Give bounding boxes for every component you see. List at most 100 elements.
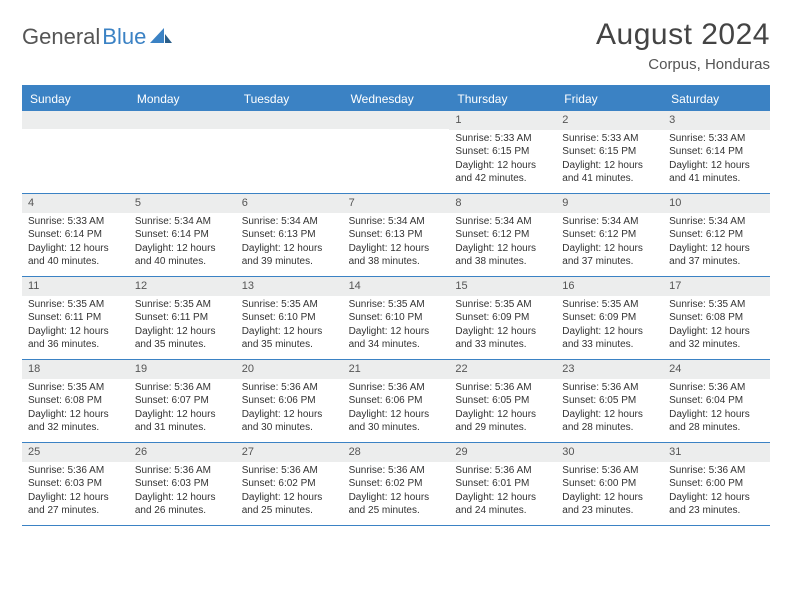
day-number: 13 [236, 277, 343, 296]
sunset-text: Sunset: 6:13 PM [242, 228, 337, 242]
day-body: Sunrise: 5:36 AMSunset: 6:03 PMDaylight:… [129, 462, 236, 522]
sunrise-text: Sunrise: 5:35 AM [455, 298, 550, 312]
day-body: Sunrise: 5:36 AMSunset: 6:07 PMDaylight:… [129, 379, 236, 439]
day-number: 11 [22, 277, 129, 296]
daylight-text: Daylight: 12 hours and 25 minutes. [242, 491, 337, 518]
sunrise-text: Sunrise: 5:33 AM [562, 132, 657, 146]
day-cell: 8Sunrise: 5:34 AMSunset: 6:12 PMDaylight… [449, 194, 556, 276]
day-number: 6 [236, 194, 343, 213]
daylight-text: Daylight: 12 hours and 34 minutes. [349, 325, 444, 352]
day-number: 31 [663, 443, 770, 462]
daylight-text: Daylight: 12 hours and 32 minutes. [28, 408, 123, 435]
day-number: 29 [449, 443, 556, 462]
day-body: Sunrise: 5:34 AMSunset: 6:12 PMDaylight:… [556, 213, 663, 273]
daylight-text: Daylight: 12 hours and 32 minutes. [669, 325, 764, 352]
day-body: Sunrise: 5:34 AMSunset: 6:13 PMDaylight:… [236, 213, 343, 273]
daylight-text: Daylight: 12 hours and 33 minutes. [562, 325, 657, 352]
day-cell: 17Sunrise: 5:35 AMSunset: 6:08 PMDayligh… [663, 277, 770, 359]
day-cell: 28Sunrise: 5:36 AMSunset: 6:02 PMDayligh… [343, 443, 450, 525]
day-body: Sunrise: 5:33 AMSunset: 6:15 PMDaylight:… [556, 130, 663, 190]
sunrise-text: Sunrise: 5:36 AM [349, 381, 444, 395]
sunset-text: Sunset: 6:07 PM [135, 394, 230, 408]
sunset-text: Sunset: 6:12 PM [562, 228, 657, 242]
sunset-text: Sunset: 6:10 PM [242, 311, 337, 325]
daylight-text: Daylight: 12 hours and 37 minutes. [562, 242, 657, 269]
week-row: 1Sunrise: 5:33 AMSunset: 6:15 PMDaylight… [22, 111, 770, 194]
day-header: Saturday [663, 87, 770, 111]
sunset-text: Sunset: 6:05 PM [562, 394, 657, 408]
day-number [129, 111, 236, 129]
day-cell: 21Sunrise: 5:36 AMSunset: 6:06 PMDayligh… [343, 360, 450, 442]
day-body: Sunrise: 5:34 AMSunset: 6:12 PMDaylight:… [663, 213, 770, 273]
day-body: Sunrise: 5:36 AMSunset: 6:02 PMDaylight:… [343, 462, 450, 522]
daylight-text: Daylight: 12 hours and 23 minutes. [562, 491, 657, 518]
daylight-text: Daylight: 12 hours and 40 minutes. [135, 242, 230, 269]
sunrise-text: Sunrise: 5:34 AM [349, 215, 444, 229]
sunrise-text: Sunrise: 5:34 AM [242, 215, 337, 229]
sunrise-text: Sunrise: 5:35 AM [562, 298, 657, 312]
location: Corpus, Honduras [596, 56, 770, 73]
sunrise-text: Sunrise: 5:34 AM [669, 215, 764, 229]
daylight-text: Daylight: 12 hours and 36 minutes. [28, 325, 123, 352]
day-cell [129, 111, 236, 193]
day-body: Sunrise: 5:36 AMSunset: 6:06 PMDaylight:… [236, 379, 343, 439]
day-cell: 2Sunrise: 5:33 AMSunset: 6:15 PMDaylight… [556, 111, 663, 193]
day-header: Friday [556, 87, 663, 111]
day-number: 16 [556, 277, 663, 296]
day-cell: 11Sunrise: 5:35 AMSunset: 6:11 PMDayligh… [22, 277, 129, 359]
day-number: 2 [556, 111, 663, 130]
sunset-text: Sunset: 6:09 PM [562, 311, 657, 325]
day-cell: 31Sunrise: 5:36 AMSunset: 6:00 PMDayligh… [663, 443, 770, 525]
day-cell: 19Sunrise: 5:36 AMSunset: 6:07 PMDayligh… [129, 360, 236, 442]
day-cell: 23Sunrise: 5:36 AMSunset: 6:05 PMDayligh… [556, 360, 663, 442]
daylight-text: Daylight: 12 hours and 40 minutes. [28, 242, 123, 269]
sunset-text: Sunset: 6:09 PM [455, 311, 550, 325]
day-cell: 3Sunrise: 5:33 AMSunset: 6:14 PMDaylight… [663, 111, 770, 193]
day-number: 20 [236, 360, 343, 379]
daylight-text: Daylight: 12 hours and 41 minutes. [562, 159, 657, 186]
day-number: 25 [22, 443, 129, 462]
day-number [22, 111, 129, 129]
sunset-text: Sunset: 6:05 PM [455, 394, 550, 408]
day-number: 24 [663, 360, 770, 379]
daylight-text: Daylight: 12 hours and 26 minutes. [135, 491, 230, 518]
day-body: Sunrise: 5:33 AMSunset: 6:15 PMDaylight:… [449, 130, 556, 190]
day-number: 30 [556, 443, 663, 462]
sunset-text: Sunset: 6:02 PM [349, 477, 444, 491]
day-body [343, 129, 450, 135]
sunrise-text: Sunrise: 5:36 AM [135, 381, 230, 395]
week-row: 4Sunrise: 5:33 AMSunset: 6:14 PMDaylight… [22, 194, 770, 277]
day-number: 26 [129, 443, 236, 462]
day-body: Sunrise: 5:36 AMSunset: 6:02 PMDaylight:… [236, 462, 343, 522]
daylight-text: Daylight: 12 hours and 41 minutes. [669, 159, 764, 186]
day-cell [22, 111, 129, 193]
day-header: Tuesday [236, 87, 343, 111]
sunset-text: Sunset: 6:00 PM [562, 477, 657, 491]
day-body: Sunrise: 5:35 AMSunset: 6:10 PMDaylight:… [343, 296, 450, 356]
daylight-text: Daylight: 12 hours and 31 minutes. [135, 408, 230, 435]
daylight-text: Daylight: 12 hours and 27 minutes. [28, 491, 123, 518]
day-cell: 30Sunrise: 5:36 AMSunset: 6:00 PMDayligh… [556, 443, 663, 525]
day-header-row: Sunday Monday Tuesday Wednesday Thursday… [22, 87, 770, 111]
day-number: 10 [663, 194, 770, 213]
day-cell: 15Sunrise: 5:35 AMSunset: 6:09 PMDayligh… [449, 277, 556, 359]
sunset-text: Sunset: 6:03 PM [135, 477, 230, 491]
day-number: 28 [343, 443, 450, 462]
day-cell: 5Sunrise: 5:34 AMSunset: 6:14 PMDaylight… [129, 194, 236, 276]
sunrise-text: Sunrise: 5:33 AM [669, 132, 764, 146]
daylight-text: Daylight: 12 hours and 37 minutes. [669, 242, 764, 269]
day-body: Sunrise: 5:36 AMSunset: 6:05 PMDaylight:… [449, 379, 556, 439]
day-number: 21 [343, 360, 450, 379]
week-row: 25Sunrise: 5:36 AMSunset: 6:03 PMDayligh… [22, 443, 770, 526]
month-title: August 2024 [596, 18, 770, 52]
sunset-text: Sunset: 6:15 PM [455, 145, 550, 159]
day-number: 22 [449, 360, 556, 379]
day-number [236, 111, 343, 129]
day-number: 1 [449, 111, 556, 130]
day-number [343, 111, 450, 129]
day-number: 17 [663, 277, 770, 296]
sunset-text: Sunset: 6:00 PM [669, 477, 764, 491]
daylight-text: Daylight: 12 hours and 35 minutes. [135, 325, 230, 352]
day-number: 18 [22, 360, 129, 379]
day-body: Sunrise: 5:36 AMSunset: 6:00 PMDaylight:… [556, 462, 663, 522]
